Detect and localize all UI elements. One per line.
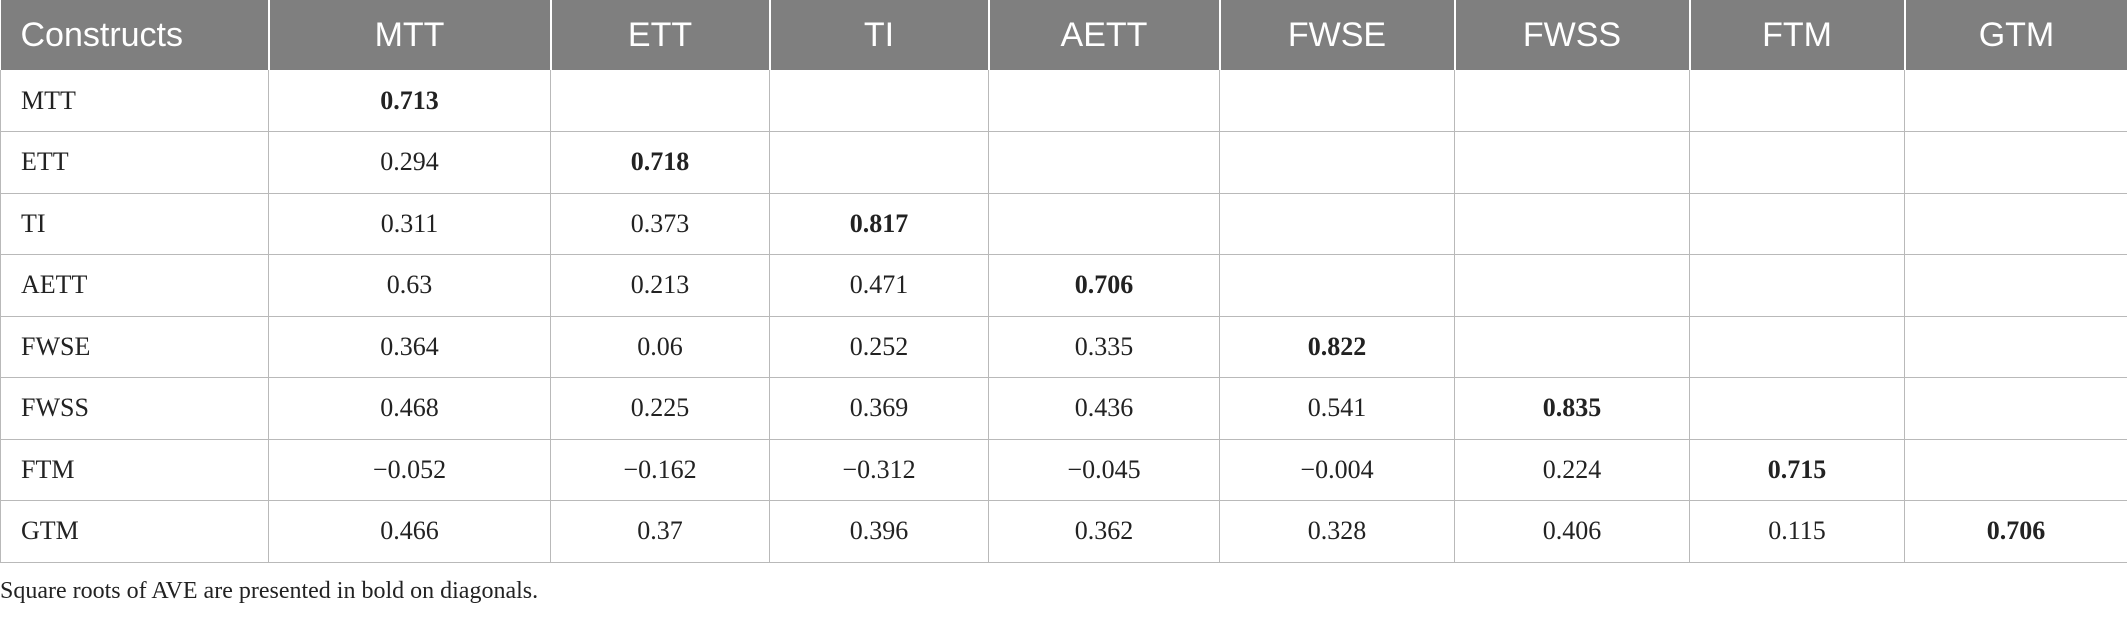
correlation-value-cell: 0.213 [550,254,770,317]
empty-cell [988,131,1220,194]
empty-cell [988,70,1220,132]
correlation-value-cell: 0.37 [550,500,770,563]
discriminant-validity-table: Constructs MTT ETT TI AETT FWSE FWSS FTM… [0,0,2127,563]
header-ftm: FTM [1688,0,1905,70]
empty-cell [1689,316,1905,378]
diagonal-value-cell: 0.822 [1219,316,1455,378]
table-row: TI 0.311 0.373 0.817 [0,193,2127,255]
correlation-value-cell: −0.312 [769,439,989,501]
header-aett: AETT [987,0,1220,70]
empty-cell [1454,254,1690,317]
empty-cell [1904,254,2127,317]
empty-cell [1219,254,1455,317]
empty-cell [988,193,1220,255]
header-mtt: MTT [267,0,551,70]
empty-cell [1689,193,1905,255]
empty-cell [1219,193,1455,255]
correlation-value-cell: −0.052 [268,439,551,501]
diagonal-value-cell: 0.817 [769,193,989,255]
empty-cell [1689,70,1905,132]
empty-cell [1219,70,1455,132]
header-constructs: Constructs [20,15,184,54]
correlation-value-cell: −0.045 [988,439,1220,501]
correlation-value-cell: 0.471 [769,254,989,317]
empty-cell [1454,131,1690,194]
empty-cell [550,70,770,132]
correlation-value-cell: 0.224 [1454,439,1690,501]
table-footnote: Square roots of AVE are presented in bol… [0,578,539,604]
header-fwss: FWSS [1453,0,1690,70]
table-header: Constructs MTT ETT TI AETT FWSE FWSS FTM… [0,0,2127,70]
empty-cell [769,131,989,194]
correlation-value-cell: −0.004 [1219,439,1455,501]
correlation-value-cell: 0.541 [1219,377,1455,440]
empty-cell [769,70,989,132]
empty-cell [1219,131,1455,194]
correlation-value-cell: 0.311 [268,193,551,255]
empty-cell [1904,439,2127,501]
empty-cell [1904,377,2127,440]
row-label: FWSE [0,316,269,378]
row-label: GTM [0,500,269,563]
diagonal-value-cell: 0.835 [1454,377,1690,440]
correlation-value-cell: 0.115 [1689,500,1905,563]
correlation-value-cell: 0.369 [769,377,989,440]
table-row: FWSE 0.364 0.06 0.252 0.335 0.822 [0,316,2127,378]
empty-cell [1904,70,2127,132]
correlation-value-cell: 0.252 [769,316,989,378]
empty-cell [1689,131,1905,194]
correlation-value-cell: 0.466 [268,500,551,563]
correlation-value-cell: 0.468 [268,377,551,440]
row-label: FTM [0,439,269,501]
diagonal-value-cell: 0.706 [988,254,1220,317]
row-label: FWSS [0,377,269,440]
table-row: GTM 0.466 0.37 0.396 0.362 0.328 0.406 0.115 0.7… [0,500,2127,563]
diagonal-value-cell: 0.706 [1904,500,2127,563]
correlation-value-cell: 0.406 [1454,500,1690,563]
row-label: TI [0,193,269,255]
header-ett: ETT [549,0,770,70]
correlation-value-cell: 0.328 [1219,500,1455,563]
header-ti: TI [768,0,989,70]
correlation-value-cell: 0.225 [550,377,770,440]
diagonal-value-cell: 0.713 [268,70,551,132]
table-row: FTM −0.052 −0.162 −0.312 −0.045 −0.004 0.224 0.… [0,439,2127,501]
empty-cell [1454,193,1690,255]
empty-cell [1904,131,2127,194]
empty-cell [1904,193,2127,255]
diagonal-value-cell: 0.715 [1689,439,1905,501]
correlation-value-cell: 0.63 [268,254,551,317]
correlation-value-cell: 0.436 [988,377,1220,440]
table-row: ETT 0.294 0.718 [0,131,2127,194]
diagonal-value-cell: 0.718 [550,131,770,194]
correlation-value-cell: 0.294 [268,131,551,194]
row-label: AETT [0,254,269,317]
table-body: MTT 0.713 ETT 0.294 0.718 TI 0.311 0.373 0.817 AE… [0,70,2127,563]
table-row: AETT 0.63 0.213 0.471 0.706 [0,254,2127,317]
correlation-value-cell: −0.162 [550,439,770,501]
table-row: MTT 0.713 [0,70,2127,132]
correlation-value-cell: 0.396 [769,500,989,563]
header-fwse: FWSE [1218,0,1455,70]
row-label: MTT [0,70,269,132]
row-label: ETT [0,131,269,194]
correlation-value-cell: 0.364 [268,316,551,378]
header-gtm: GTM [1903,0,2127,70]
correlation-value-cell: 0.06 [550,316,770,378]
correlation-value-cell: 0.373 [550,193,770,255]
empty-cell [1689,254,1905,317]
table-row: FWSS 0.468 0.225 0.369 0.436 0.541 0.835 [0,377,2127,440]
empty-cell [1454,70,1690,132]
header-row: Constructs MTT ETT TI AETT FWSE FWSS FTM… [0,0,2127,70]
empty-cell [1689,377,1905,440]
empty-cell [1454,316,1690,378]
correlation-value-cell: 0.335 [988,316,1220,378]
correlation-value-cell: 0.362 [988,500,1220,563]
empty-cell [1904,316,2127,378]
